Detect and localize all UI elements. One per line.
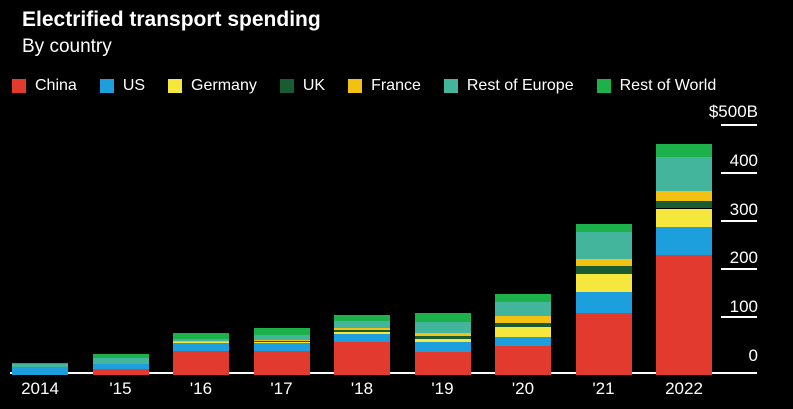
legend-swatch-icon-us xyxy=(99,79,114,93)
x-axis-label--19: '19 xyxy=(431,379,454,398)
bar-segment-uk--20 xyxy=(495,322,551,327)
legend-item-france: France xyxy=(348,77,421,95)
y-axis-tick xyxy=(721,316,757,318)
legend-item-uk: UK xyxy=(279,77,326,95)
bar-segment-uk--19 xyxy=(414,335,471,339)
x-axis-label-2014: 2014 xyxy=(21,379,59,398)
legend-label: Rest of Europe xyxy=(466,77,574,94)
chart-subtitle: By country xyxy=(22,36,112,57)
legend-swatch-icon-germany xyxy=(168,79,183,93)
y-axis-tick xyxy=(721,220,757,222)
legend-label: Germany xyxy=(191,77,257,94)
legend-label: US xyxy=(122,77,146,94)
x-axis-label--18: '18 xyxy=(350,379,374,398)
y-axis-tick xyxy=(721,268,757,270)
legend-label: France xyxy=(371,77,421,94)
legend-swatch-icon-rest-of-europe xyxy=(443,79,458,93)
bar-segment-uk--18 xyxy=(334,329,390,332)
bar-segment-uk-2022 xyxy=(656,200,712,209)
bar-segment-us--21 xyxy=(575,292,632,313)
bar-segment-rest-of-world-2022 xyxy=(656,143,712,158)
bar-segment-germany--19 xyxy=(414,338,471,342)
y-axis-label-400: 400 xyxy=(729,150,758,170)
bar-segment-rest-of-world--21 xyxy=(575,223,632,232)
x-axis-label--21: '21 xyxy=(592,379,615,398)
bar-segment-china--17 xyxy=(253,350,310,375)
bar-segment-rest-of-europe--20 xyxy=(495,302,551,316)
bar-segment-us--15 xyxy=(92,363,149,370)
bar-segment-china--16 xyxy=(173,350,229,375)
bar-segment-germany--16 xyxy=(173,341,229,343)
bar-segment-rest-of-europe-2014 xyxy=(12,363,68,368)
bar-segment-rest-of-europe--16 xyxy=(173,338,229,341)
bar-segment-rest-of-world--16 xyxy=(173,332,229,339)
chart-title: Electrified transport spending xyxy=(22,8,321,31)
bar-segment-us--16 xyxy=(173,342,229,351)
x-axis-label--17: '17 xyxy=(270,379,293,398)
bar-segment-us--17 xyxy=(253,342,310,351)
bar-segment-rest-of-europe-2022 xyxy=(656,157,712,191)
bar-segment-rest-of-world--18 xyxy=(334,314,390,321)
legend-label: UK xyxy=(302,77,326,94)
legend-item-china: China xyxy=(12,77,77,95)
bar-segment-rest-of-world--15 xyxy=(92,353,149,358)
x-axis-label--16: '16 xyxy=(189,379,213,398)
bar-segment-france--20 xyxy=(495,315,551,323)
y-axis-label-100: 100 xyxy=(729,297,758,317)
bar-segment-china-2022 xyxy=(656,255,712,375)
legend-swatch-icon-china xyxy=(12,79,26,93)
legend-label: Rest of World xyxy=(619,77,717,94)
bar-segment-rest-of-europe--19 xyxy=(414,321,471,333)
bar-segment-france--19 xyxy=(414,332,471,336)
bar-segment-france-2022 xyxy=(656,190,712,201)
bar-segment-china--19 xyxy=(414,351,471,375)
bar-segment-germany-2022 xyxy=(656,208,712,227)
y-axis-tick xyxy=(721,172,757,174)
x-axis-label-2022: 2022 xyxy=(665,379,703,398)
bar-segment-rest-of-europe--21 xyxy=(575,231,632,260)
y-axis-tick xyxy=(721,124,757,126)
bar-segment-rest-of-world--20 xyxy=(495,294,551,303)
bar-segment-rest-of-europe--18 xyxy=(334,320,390,328)
bar-segment-france--21 xyxy=(575,259,632,267)
x-axis-label--20: '20 xyxy=(511,379,535,398)
bar-segment-rest-of-world--17 xyxy=(253,328,310,335)
bar-segment-rest-of-europe--17 xyxy=(253,334,310,340)
y-axis-label-300: 300 xyxy=(729,199,758,219)
bar-segment-china--20 xyxy=(495,345,551,375)
legend-item-germany: Germany xyxy=(168,77,257,95)
legend-label: China xyxy=(35,77,77,94)
bar-segment-us-2022 xyxy=(656,226,712,256)
y-axis-label-200: 200 xyxy=(729,248,758,268)
bar-segment-germany--21 xyxy=(575,274,632,293)
bar-segment-rest-of-europe--15 xyxy=(92,357,149,364)
x-axis-label--15: '15 xyxy=(109,379,132,398)
legend-swatch-icon-rest-of-world xyxy=(596,79,611,93)
bar-segment-rest-of-world--19 xyxy=(414,313,471,322)
bar-segment-us--20 xyxy=(495,336,551,346)
y-axis-label--500b: $500B xyxy=(708,102,758,121)
legend-item-rest-of-world: Rest of World xyxy=(596,77,717,95)
legend-item-us: US xyxy=(99,77,146,95)
bar-segment-us--18 xyxy=(334,333,390,342)
legend-swatch-icon-france xyxy=(348,79,363,93)
bar-segment-france--17 xyxy=(253,339,310,341)
bar-segment-uk--21 xyxy=(575,266,632,275)
bar-segment-germany--17 xyxy=(253,341,310,343)
bar-segment-china--18 xyxy=(334,341,390,375)
bar-segment-china--21 xyxy=(575,312,632,375)
bar-segment-germany--18 xyxy=(334,331,390,334)
bar-segment-germany--20 xyxy=(495,326,551,337)
bar-segment-china--15 xyxy=(92,369,149,375)
bar-segment-france--18 xyxy=(334,327,390,330)
legend: China US Germany UK France Rest of Europe Rest… xyxy=(12,77,716,95)
legend-item-rest-of-europe: Rest of Europe xyxy=(443,77,574,95)
legend-swatch-icon-uk xyxy=(279,79,294,93)
y-axis-label-0: 0 xyxy=(748,346,758,365)
bar-segment-us--19 xyxy=(414,341,471,352)
bar-segment-us-2014 xyxy=(12,367,68,375)
